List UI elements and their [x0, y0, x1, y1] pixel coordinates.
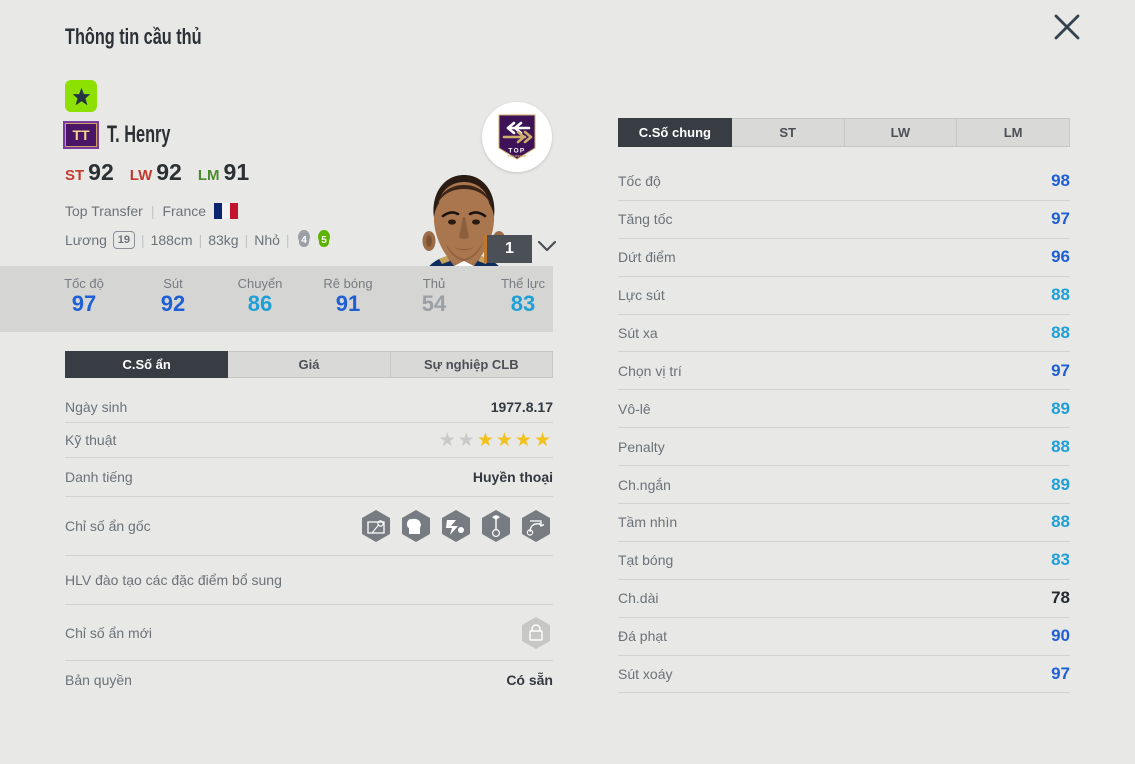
svg-text:TRANSFER: TRANSFER: [507, 154, 527, 158]
svg-text:5: 5: [321, 235, 327, 246]
svg-text:4: 4: [301, 235, 307, 246]
